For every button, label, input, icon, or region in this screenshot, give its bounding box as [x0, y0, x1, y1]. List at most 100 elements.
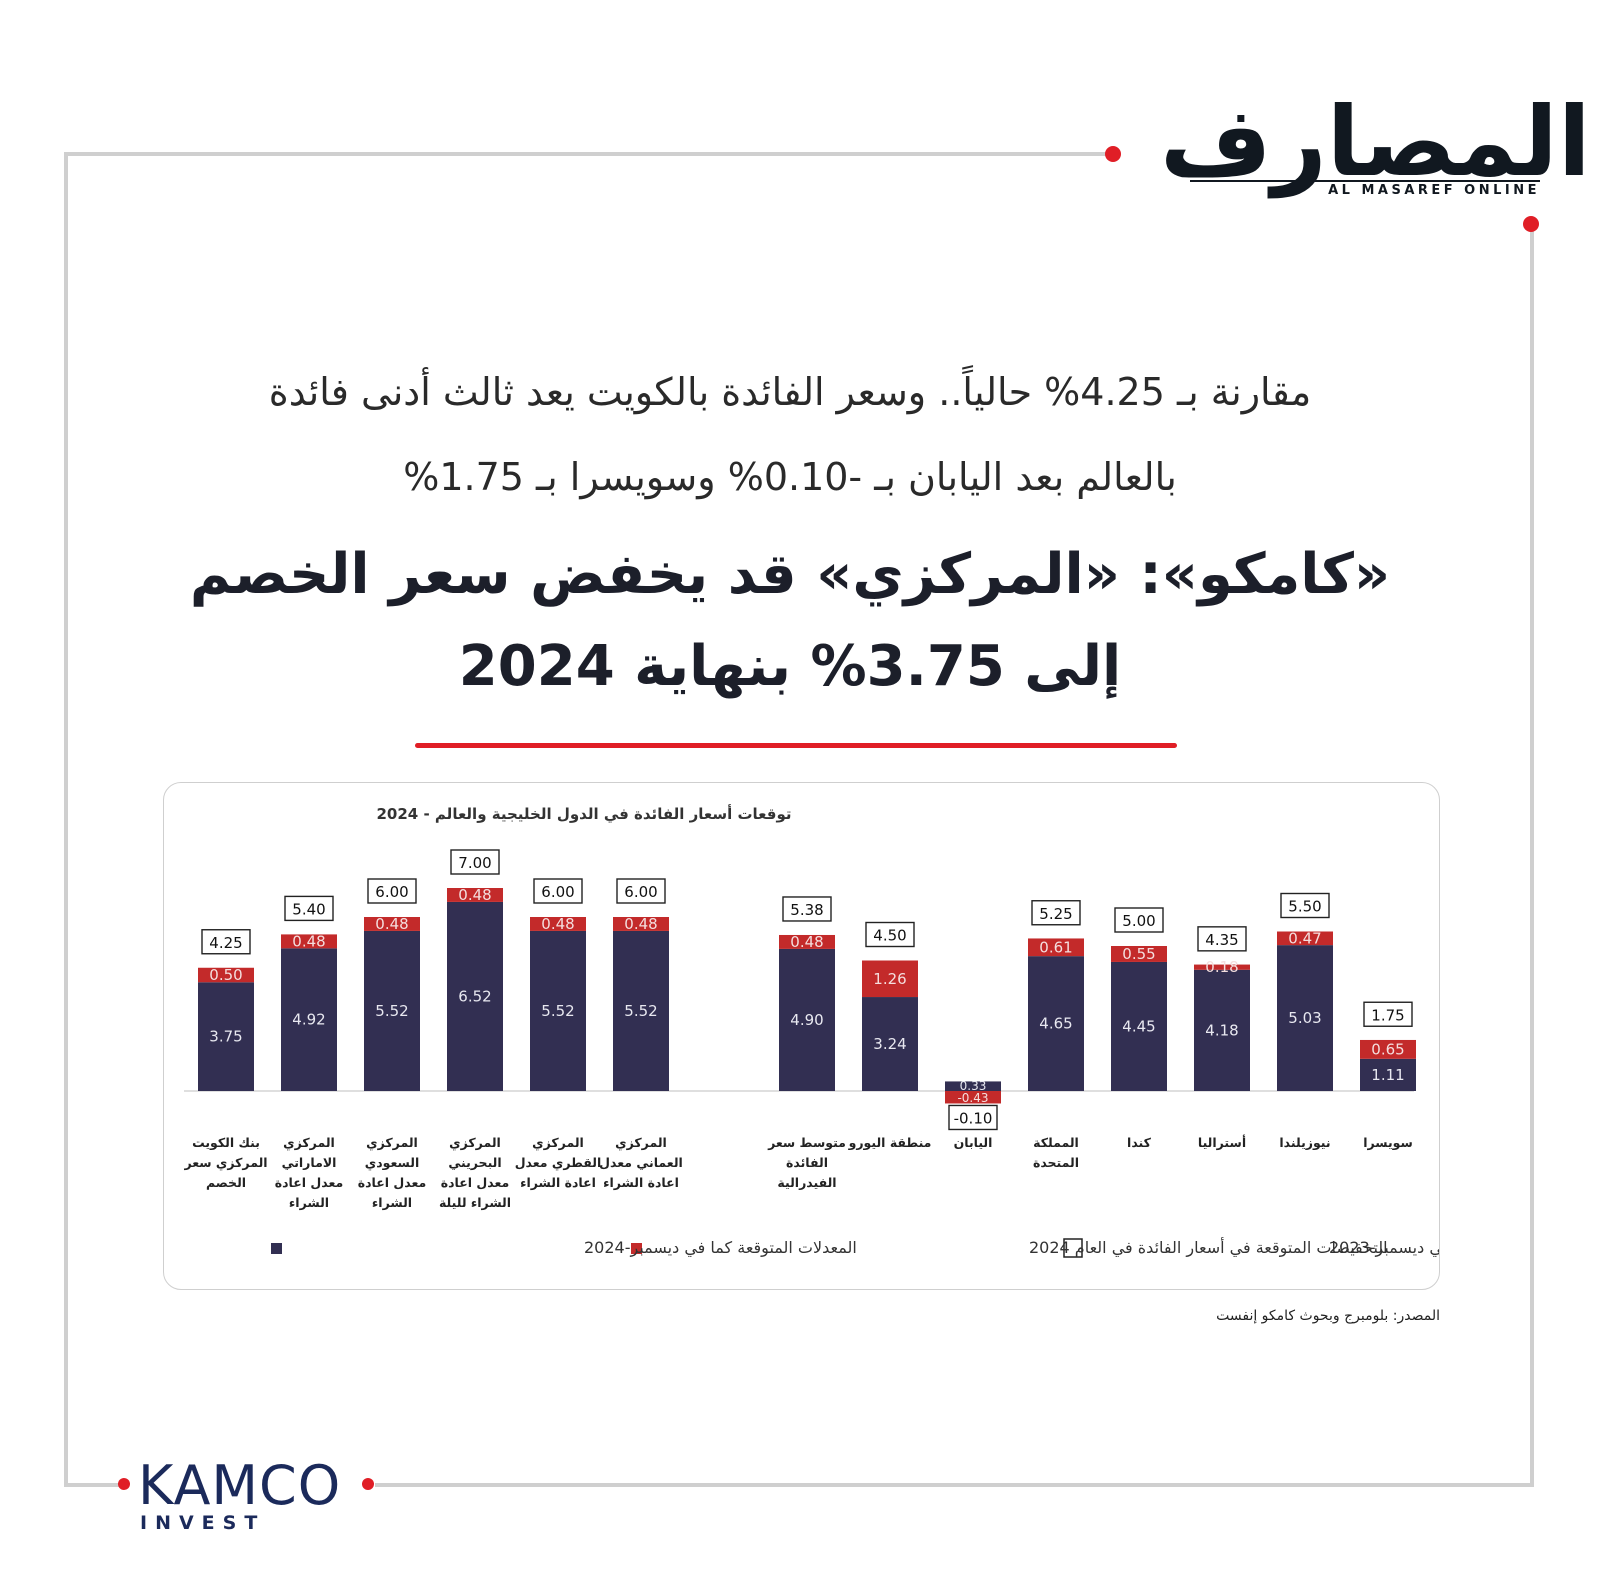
x-tick-label: أستراليا: [1198, 1134, 1246, 1150]
dec2023-box: [367, 878, 417, 904]
bar-forecast-2024: [198, 982, 254, 1091]
frame-dot-right: [1523, 216, 1539, 232]
data-label-forecast: 4.65: [1039, 1015, 1072, 1033]
dec2023-box: [201, 929, 251, 955]
data-label-dec2023: 4.50: [873, 927, 906, 945]
x-tick-label: اعادة الشراء: [603, 1175, 679, 1190]
bar-cut-2024: [447, 888, 503, 902]
frame-dot-top: [1105, 146, 1121, 162]
bar-forecast-2024: [281, 948, 337, 1091]
x-tick-label: المتحدة: [1033, 1155, 1079, 1170]
brand-logo: المصارف: [1160, 86, 1593, 198]
data-label-forecast: 0.33: [960, 1079, 987, 1093]
x-tick-label: الشراء: [372, 1195, 412, 1210]
data-label-dec2023: -0.10: [954, 1109, 993, 1127]
headline-line-1: «كامكو»: «المركزي» قد يخفض سعر الخصم: [189, 542, 1391, 607]
x-tick-label: السعودي: [365, 1155, 419, 1170]
kamco-logo: KAMCO: [138, 1454, 342, 1517]
bar-forecast-2024: [862, 997, 918, 1091]
bar-cut-2024: [1360, 1039, 1416, 1059]
x-tick-label: سويسرا: [1363, 1135, 1413, 1150]
data-label-forecast: 6.52: [458, 987, 491, 1005]
frame-right-line: [1530, 227, 1534, 1487]
data-label-dec2023: 6.00: [541, 883, 574, 901]
x-tick-label: اعادة الشراء: [520, 1175, 596, 1190]
data-label-dec2023: 7.00: [458, 854, 491, 872]
data-label-dec2023: 5.38: [790, 901, 823, 919]
dec2023-box: [1197, 926, 1247, 952]
data-label-dec2023: 4.25: [209, 934, 242, 952]
data-label-forecast: 5.52: [541, 1002, 574, 1020]
subtitle-line-2: بالعالم بعد اليابان بـ -0.10% وسويسرا بـ…: [403, 455, 1177, 499]
data-label-cut: 0.48: [624, 915, 657, 933]
data-label-cut: 0.48: [790, 933, 823, 951]
data-label-forecast: 4.45: [1122, 1017, 1155, 1035]
data-label-cut: 0.48: [292, 932, 325, 950]
data-label-forecast: 3.75: [209, 1028, 242, 1046]
bar-cut-2024: [1277, 931, 1333, 946]
x-tick-label: المركزي: [532, 1135, 584, 1150]
bar-forecast-2024: [1360, 1058, 1416, 1091]
data-label-dec2023: 5.00: [1122, 912, 1155, 930]
headline-line-2: إلى 3.75% بنهاية 2024: [458, 634, 1122, 699]
dec2023-box: [450, 849, 500, 875]
data-label-cut: 0.65: [1371, 1040, 1404, 1058]
x-tick-label: الفيدرالية: [777, 1175, 836, 1190]
data-label-dec2023: 6.00: [375, 883, 408, 901]
x-tick-label: نيوزيلندا: [1279, 1135, 1330, 1150]
bar-cut-2024: [613, 917, 669, 931]
data-label-dec2023: 6.00: [624, 883, 657, 901]
legend-label-forecast: المعدلات المتوقعة كما في ديسمبر-2024: [584, 1238, 857, 1258]
data-label-forecast: 5.52: [624, 1002, 657, 1020]
kamco-dot-left: [118, 1478, 130, 1490]
bar-cut-2024: [862, 960, 918, 998]
kamco-dot-right: [362, 1478, 374, 1490]
x-tick-label: معدل اعادة: [441, 1175, 510, 1190]
bar-cut-2024: [1028, 938, 1084, 957]
legend-swatch-dec2023: [1063, 1238, 1083, 1258]
bar-cut-2024: [1194, 964, 1250, 970]
bar-cut-2024: [364, 917, 420, 931]
x-tick-label: الشراء لليلة: [439, 1195, 511, 1210]
frame-bottom-left-line: [64, 1483, 122, 1487]
dec2023-box: [782, 896, 832, 922]
legend-label-dec2023: المعدلات كما في ديسمبر-2023: [1329, 1238, 1439, 1258]
dec2023-box: [865, 921, 915, 948]
x-tick-label: اليابان: [954, 1135, 993, 1150]
frame-bottom-line: [375, 1483, 1534, 1487]
bar-forecast-2024: [1277, 945, 1333, 1091]
data-label-cut: 0.50: [209, 966, 242, 984]
x-tick-label: منطقة اليورو: [848, 1135, 932, 1150]
bar-forecast-2024: [1194, 969, 1250, 1091]
bar-forecast-2024: [1028, 956, 1084, 1091]
data-label-forecast: 5.52: [375, 1002, 408, 1020]
data-label-cut: 0.18: [1205, 958, 1238, 976]
legend-label-cuts: التخفيضات المتوقعة في أسعار الفائدة في ا…: [1029, 1237, 1388, 1258]
x-tick-label: الشراء: [289, 1195, 329, 1210]
brand-logo-subtitle: AL MASAREF ONLINE: [1190, 180, 1540, 198]
bar-cut-2024: [198, 967, 254, 983]
bar-forecast-2024: [530, 930, 586, 1091]
data-label-forecast: 3.24: [873, 1035, 906, 1053]
x-tick-label: معدل اعادة: [358, 1175, 427, 1190]
x-tick-label: المركزي: [283, 1135, 335, 1150]
bar-cut-2024: [1111, 946, 1167, 962]
dec2023-box: [1114, 907, 1164, 933]
dec2023-box: [533, 878, 583, 904]
data-label-cut: 0.48: [541, 915, 574, 933]
data-label-forecast: 1.11: [1371, 1066, 1404, 1084]
bar-forecast-2024: [613, 930, 669, 1091]
x-tick-label: المملكة: [1033, 1135, 1079, 1150]
interest-rate-chart: توقعات أسعار الفائدة في الدول الخليجية و…: [183, 804, 1439, 1258]
subtitle-line-1: مقارنة بـ 4.25% حالياً.. وسعر الفائدة با…: [268, 370, 1312, 414]
data-label-dec2023: 1.75: [1371, 1006, 1404, 1024]
frame-left-line: [64, 152, 68, 1487]
frame-top-line: [64, 152, 1109, 156]
chart-title: توقعات أسعار الفائدة في الدول الخليجية و…: [377, 804, 792, 823]
data-label-cut: 0.55: [1122, 945, 1155, 963]
bar-cut-2024: [530, 917, 586, 931]
x-tick-label: بنك الكويت: [192, 1135, 260, 1150]
x-tick-label: العماني معدل: [599, 1155, 683, 1170]
x-tick-label: القطري معدل: [515, 1155, 602, 1170]
bar-forecast-2024: [1111, 961, 1167, 1091]
